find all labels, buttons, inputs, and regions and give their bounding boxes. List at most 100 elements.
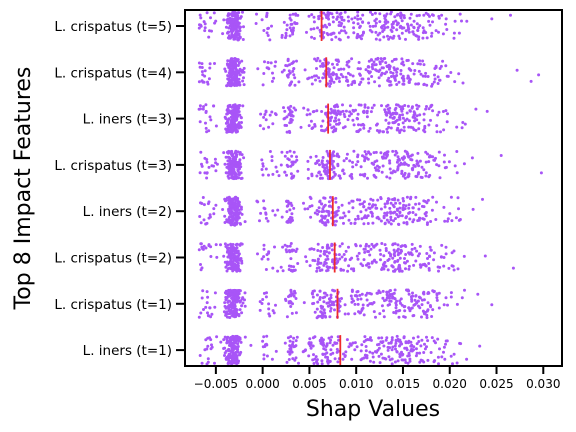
data-point [234, 28, 238, 32]
data-point [384, 14, 388, 18]
data-point [350, 17, 354, 21]
data-point [456, 267, 460, 271]
data-point [327, 212, 331, 216]
data-point [390, 338, 394, 342]
data-point [402, 26, 406, 30]
data-point [404, 253, 408, 256]
data-point [417, 304, 420, 308]
data-point [361, 13, 365, 17]
data-point [337, 24, 341, 27]
data-point [321, 76, 325, 80]
data-point [227, 36, 231, 40]
data-point [226, 300, 230, 304]
data-point [393, 268, 397, 272]
data-point [233, 82, 237, 86]
data-point [270, 155, 274, 159]
data-point [424, 174, 428, 178]
plot-frame [184, 9, 563, 367]
data-point [407, 211, 411, 215]
data-point [345, 157, 348, 160]
data-point [310, 13, 314, 17]
data-point [438, 347, 441, 351]
data-point [320, 202, 323, 206]
data-point [401, 197, 405, 200]
data-point [239, 115, 243, 119]
data-point [235, 212, 239, 216]
data-point [398, 105, 402, 109]
data-point [316, 212, 319, 216]
data-point [305, 30, 308, 34]
data-point [424, 31, 428, 34]
data-point [226, 121, 230, 124]
data-point [287, 113, 291, 117]
data-point [223, 162, 227, 166]
data-point [431, 20, 434, 24]
data-point [239, 205, 243, 209]
data-point [287, 249, 291, 252]
data-point [354, 217, 357, 221]
data-point [402, 82, 406, 86]
data-point [416, 62, 420, 66]
data-point [366, 303, 370, 307]
data-point [391, 149, 395, 153]
data-point [408, 16, 412, 20]
data-point [410, 247, 414, 251]
data-point [363, 335, 367, 339]
y-tick-label: L. crispatus (t=2) [54, 251, 172, 267]
data-point [388, 289, 392, 293]
data-point [213, 62, 216, 65]
data-point [421, 31, 425, 35]
data-point [223, 67, 227, 71]
data-point [380, 304, 384, 308]
data-point [308, 195, 312, 199]
y-tick-label: L. crispatus (t=1) [54, 297, 172, 313]
data-point [327, 22, 331, 26]
data-point [393, 58, 396, 61]
data-point [265, 66, 269, 70]
data-point [409, 125, 413, 129]
data-point [387, 220, 391, 224]
data-point [235, 12, 239, 16]
data-point [406, 75, 410, 79]
data-point [236, 203, 240, 207]
data-point [332, 109, 336, 113]
data-point [238, 29, 242, 33]
data-point [258, 308, 262, 312]
data-point [362, 126, 366, 130]
data-point [383, 299, 386, 303]
data-point [308, 264, 312, 268]
data-point [331, 20, 335, 24]
data-point [280, 33, 284, 37]
data-point [322, 347, 326, 351]
data-point [421, 263, 425, 267]
data-point [377, 165, 381, 169]
data-point [199, 221, 203, 225]
data-point [312, 301, 316, 305]
data-point [227, 216, 231, 220]
data-point [379, 197, 383, 201]
data-point [431, 308, 435, 312]
data-point [408, 68, 412, 71]
data-point [315, 67, 318, 70]
data-point [359, 17, 362, 21]
data-point [267, 307, 271, 311]
data-point [367, 265, 371, 269]
data-point [264, 216, 268, 220]
data-point [357, 251, 361, 255]
data-point [443, 219, 447, 223]
data-point [262, 291, 266, 295]
data-point [197, 26, 201, 30]
data-point [426, 75, 430, 78]
data-point [372, 244, 375, 248]
data-point [423, 342, 426, 346]
data-point [222, 254, 226, 258]
data-point [285, 28, 289, 32]
data-point [316, 260, 320, 264]
data-point [264, 212, 268, 216]
data-point [335, 122, 338, 126]
data-point [274, 165, 278, 169]
data-point [206, 344, 210, 348]
data-point [274, 60, 278, 64]
data-point [310, 35, 314, 39]
